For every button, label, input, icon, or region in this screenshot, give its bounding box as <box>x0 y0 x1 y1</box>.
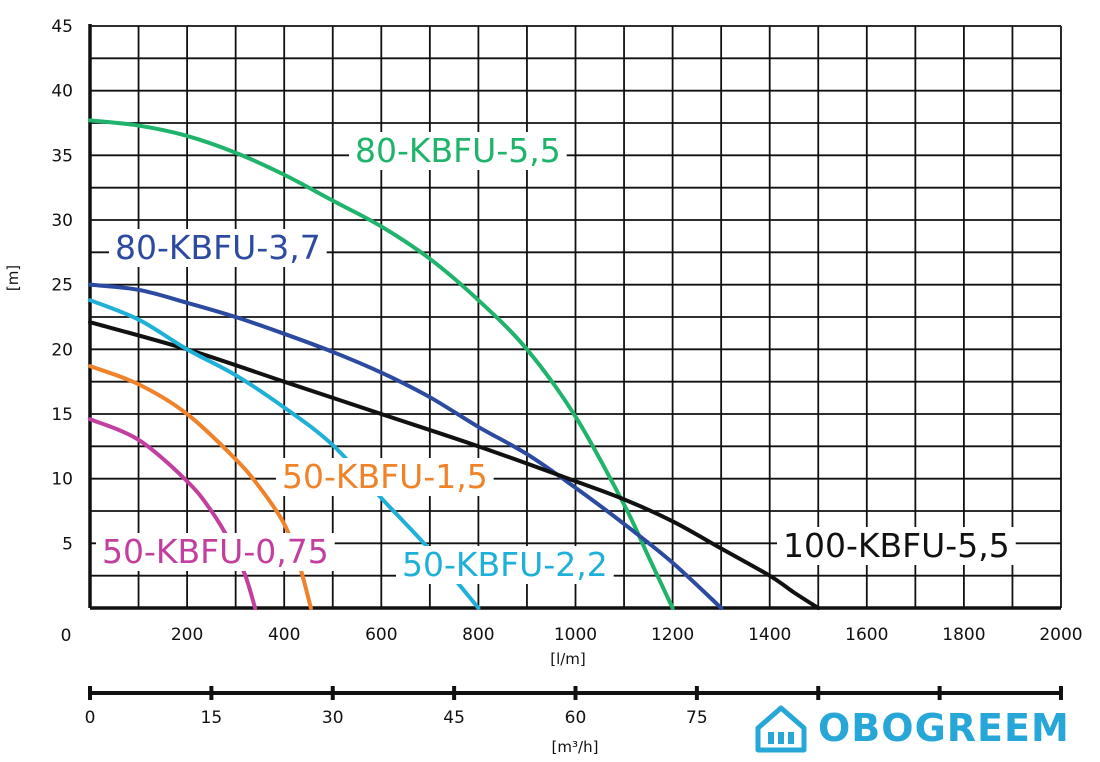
curve-50-KBFU-0,75 <box>88 417 258 610</box>
series-label-80-KBFU-3,7: 80-KBFU-3,7 <box>109 228 327 267</box>
x-tick-label: 1000 <box>554 625 597 645</box>
x-tick-label: 400 <box>268 625 300 645</box>
x-tick-label: 1800 <box>942 625 985 645</box>
series-label-text: 80-KBFU-3,7 <box>115 228 321 267</box>
label-bg <box>276 458 494 496</box>
series-label-100-KBFU-5,5: 100-KBFU-5,5 <box>777 526 1016 565</box>
curve-80-KBFU-3,7 <box>88 282 724 610</box>
series-label-text: 80-KBFU-5,5 <box>355 131 561 170</box>
y-tick-label: 15 <box>51 405 73 425</box>
series-label-text: 50-KBFU-0,75 <box>102 532 329 571</box>
tick-labels: 5 10 15 20 25 30 35 40 45 200 400 600 800 1000 1200 140… <box>51 17 1082 645</box>
y-tick-label: 20 <box>51 340 73 360</box>
x-tick-label: 600 <box>365 625 397 645</box>
x2-tick-label: 75 <box>686 708 708 728</box>
grid <box>90 25 1062 608</box>
x-tick-label: 1600 <box>845 625 888 645</box>
y-tick-label: 40 <box>51 82 73 102</box>
flow-m3h-axis: 0 15 30 45 60 75 <box>85 686 1063 728</box>
label-bg <box>109 229 327 267</box>
brand-logo: OBOGREEM <box>752 700 1070 756</box>
x2-tick-label: 30 <box>322 708 344 728</box>
series-label-50-KBFU-2,2: 50-KBFU-2,2 <box>396 545 614 584</box>
x-tick-label: 1400 <box>748 625 791 645</box>
y-tick-label: 25 <box>51 276 73 296</box>
y-tick-label: 5 <box>62 534 73 554</box>
x-tick-label: 800 <box>462 625 494 645</box>
series-label-text: 100-KBFU-5,5 <box>783 526 1010 565</box>
series-label-text: 50-KBFU-1,5 <box>282 457 488 496</box>
y-tick-label: 30 <box>51 211 73 231</box>
series-label-80-KBFU-5,5: 80-KBFU-5,5 <box>349 131 567 170</box>
x2-tick-label: 0 <box>85 708 96 728</box>
x-axis-label: [l/m] <box>550 650 586 668</box>
y-axis-label: [m] <box>4 265 22 291</box>
series-label-50-KBFU-0,75: 50-KBFU-0,75 <box>96 532 335 571</box>
house-icon <box>755 705 807 753</box>
x-tick-label: 200 <box>171 625 203 645</box>
series-label-50-KBFU-1,5: 50-KBFU-1,5 <box>276 457 494 496</box>
series-label-text: 50-KBFU-2,2 <box>402 545 608 584</box>
x-tick-label: 2000 <box>1039 625 1082 645</box>
label-bg <box>777 527 1016 565</box>
label-bg <box>396 546 614 584</box>
label-bg <box>349 132 567 170</box>
label-bg <box>96 533 335 571</box>
x2-tick-label: 45 <box>443 708 465 728</box>
curves <box>88 118 821 610</box>
brand-name: OBOGREEM <box>818 706 1070 750</box>
x2-axis-label: [m³/h] <box>552 738 599 756</box>
x2-tick-label: 60 <box>565 708 587 728</box>
y-tick-label: 35 <box>51 146 73 166</box>
x2-tick-label: 15 <box>201 708 223 728</box>
y-tick-label: 10 <box>51 470 73 490</box>
curve-50-KBFU-2,2 <box>88 298 481 610</box>
x-tick-label: 1200 <box>651 625 694 645</box>
y-tick-label: 45 <box>51 17 73 37</box>
curve-80-KBFU-5,5 <box>88 118 675 610</box>
origin-label: 0 <box>61 626 72 646</box>
series-labels: 80-KBFU-5,5 80-KBFU-3,7 100-KBFU-5,5 50-KBF… <box>96 131 1016 584</box>
curve-100-KBFU-5,5 <box>88 320 821 610</box>
